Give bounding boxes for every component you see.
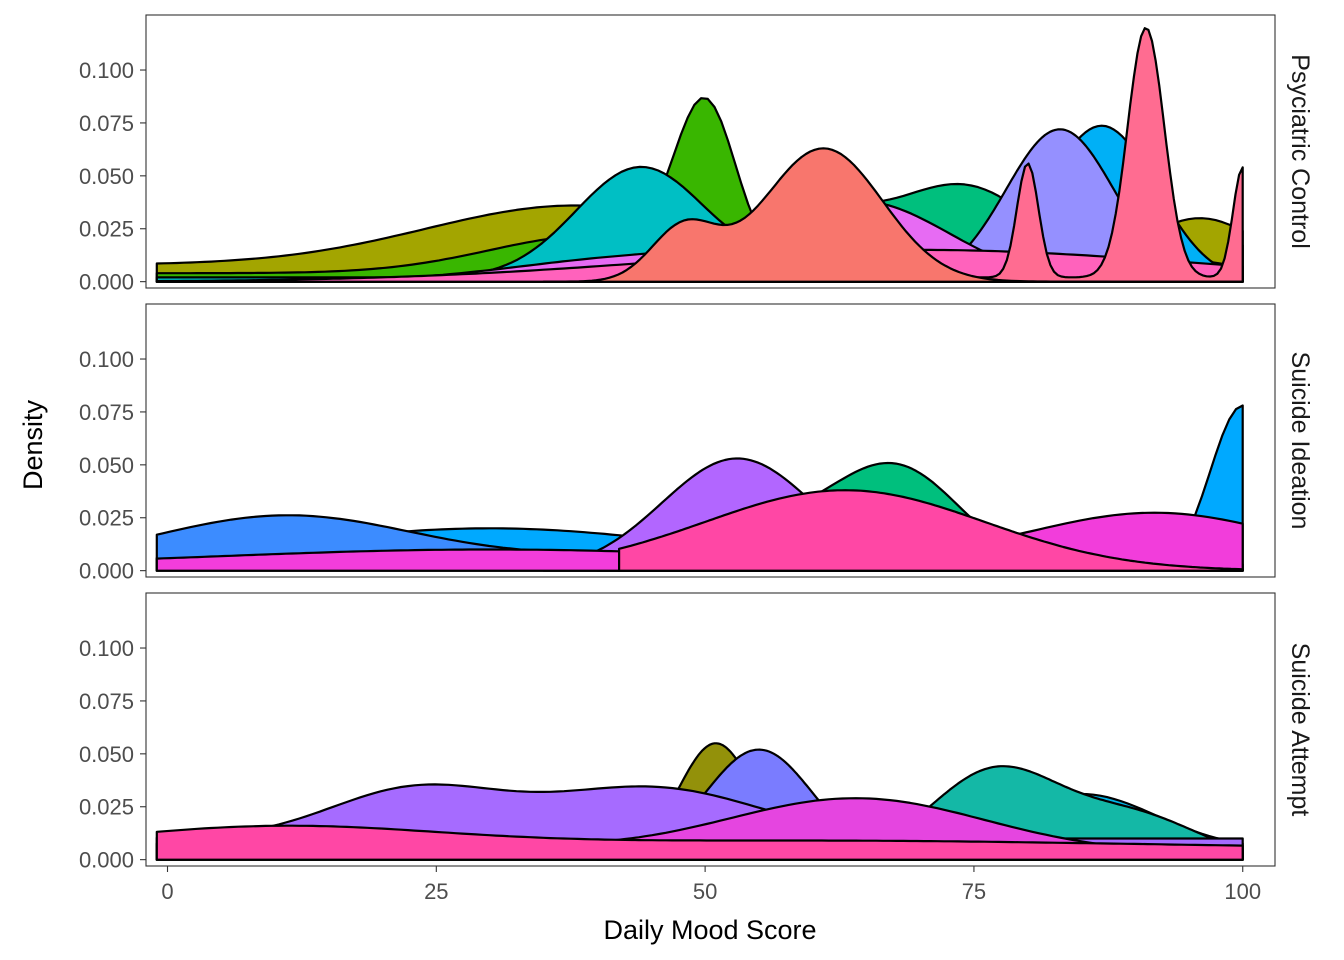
facet-panel-0: 0.000 0.025 0.050 0.075 0.100 Psyciatric Cont… bbox=[79, 14, 1314, 295]
x-tick-label-3: 75 bbox=[962, 879, 986, 904]
y-axis-title: Density bbox=[18, 399, 48, 490]
y-tick-label-1-1: 0.025 bbox=[79, 506, 134, 531]
y-tick-label-1-3: 0.075 bbox=[79, 400, 134, 425]
y-tick-label-1-2: 0.050 bbox=[79, 453, 134, 478]
x-axis-title: Daily Mood Score bbox=[603, 915, 816, 945]
density-area-1-5 bbox=[618, 489, 1244, 572]
panel-border-0 bbox=[145, 14, 1276, 289]
panel-border-2 bbox=[145, 592, 1276, 867]
panel-border-1 bbox=[145, 303, 1276, 578]
y-tick-label-0-4: 0.100 bbox=[79, 58, 134, 83]
density-area-2-6 bbox=[155, 824, 1244, 861]
y-tick-label-0-3: 0.075 bbox=[79, 111, 134, 136]
y-tick-label-0-0: 0.000 bbox=[79, 270, 134, 295]
y-tick-label-2-4: 0.100 bbox=[79, 636, 134, 661]
y-tick-label-2-0: 0.000 bbox=[79, 848, 134, 873]
x-tick-label-2: 50 bbox=[693, 879, 717, 904]
facet-panel-1: 0.000 0.025 0.050 0.075 0.100 Suicide Ideatio… bbox=[79, 303, 1314, 584]
y-tick-label-1-4: 0.100 bbox=[79, 347, 134, 372]
y-tick-label-0-1: 0.025 bbox=[79, 217, 134, 242]
x-tick-label-1: 25 bbox=[424, 879, 448, 904]
x-tick-label-4: 100 bbox=[1224, 879, 1261, 904]
x-tick-label-0: 0 bbox=[161, 879, 173, 904]
facet-strip-label-2: Suicide Attempt bbox=[1286, 643, 1314, 817]
axes-layer: Daily Mood Score Density 0 25 50 75 100 bbox=[18, 399, 1261, 945]
density-area-0-10 bbox=[542, 147, 1244, 283]
facet-strip-label-1: Suicide Ideation bbox=[1286, 352, 1314, 530]
y-tick-label-0-2: 0.050 bbox=[79, 164, 134, 189]
facet-strip-label-0: Psyciatric Control bbox=[1286, 54, 1314, 249]
y-tick-label-1-0: 0.000 bbox=[79, 559, 134, 584]
facet-panel-2: 0.000 0.025 0.050 0.075 0.100 Suicide Attempt bbox=[79, 592, 1314, 873]
y-tick-label-2-3: 0.075 bbox=[79, 689, 134, 714]
y-tick-label-2-2: 0.050 bbox=[79, 742, 134, 767]
panels-layer: 0.000 0.025 0.050 0.075 0.100 Psyciatric Cont… bbox=[79, 14, 1314, 873]
y-tick-label-2-1: 0.025 bbox=[79, 795, 134, 820]
